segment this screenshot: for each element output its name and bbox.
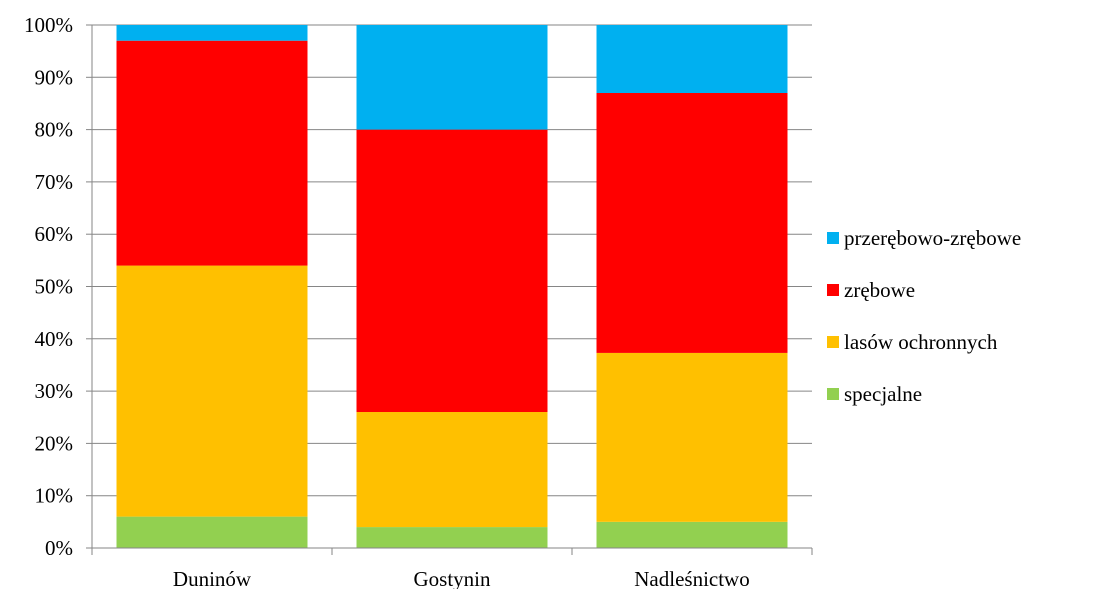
y-tick-label: 20% xyxy=(35,431,74,455)
bar-nadlesnictwo-lasow-ochronnych xyxy=(597,353,788,522)
bar-nadlesnictwo-specjalne xyxy=(597,522,788,548)
bar-gostynin-przerebowo-zrebowe xyxy=(357,25,548,130)
y-tick-label: 10% xyxy=(35,484,74,508)
y-tick-label: 0% xyxy=(45,536,73,560)
bar-gostynin-specjalne xyxy=(357,527,548,548)
x-category-label: Duninów xyxy=(173,567,252,589)
legend-swatch-specjalne xyxy=(827,388,839,400)
legend-label-specjalne: specjalne xyxy=(844,382,922,406)
x-category-label: Gostynin xyxy=(413,567,491,589)
bar-nadlesnictwo-zrebowe xyxy=(597,93,788,353)
y-tick-label: 90% xyxy=(35,65,74,89)
x-axis-category-labels: Duninów Gostynin Nadleśnictwo xyxy=(173,567,750,589)
bar-nadlesnictwo-przerebowo-zrebowe xyxy=(597,25,788,93)
y-axis-tick-labels: 0% 10% 20% 30% 40% 50% 60% 70% 80% 90% 100% xyxy=(24,13,73,560)
legend-label-przerebowo-zrebowe: przerębowo-zrębowe xyxy=(844,226,1021,250)
legend-swatch-przerebowo-zrebowe xyxy=(827,232,839,244)
legend-swatch-zrebowe xyxy=(827,284,839,296)
legend: przerębowo-zrębowe zrębowe lasów ochronnyc… xyxy=(827,226,1021,406)
y-tick-label: 60% xyxy=(35,222,74,246)
bar-duninow-zrebowe xyxy=(117,41,308,266)
y-tick-label: 80% xyxy=(35,118,74,142)
legend-label-zrebowe: zrębowe xyxy=(844,278,915,302)
legend-swatch-lasow-ochronnych xyxy=(827,336,839,348)
bars xyxy=(117,25,788,548)
legend-label-lasow-ochronnych: lasów ochronnych xyxy=(844,330,998,354)
y-tick-label: 40% xyxy=(35,327,74,351)
bar-duninow-przerebowo-zrebowe xyxy=(117,25,308,41)
bar-gostynin-zrebowe xyxy=(357,130,548,412)
y-tick-label: 50% xyxy=(35,275,74,299)
y-tick-label: 30% xyxy=(35,379,74,403)
y-tick-label: 100% xyxy=(24,13,73,37)
y-tick-label: 70% xyxy=(35,170,74,194)
bar-duninow-lasow-ochronnych xyxy=(117,266,308,517)
x-category-label: Nadleśnictwo xyxy=(634,567,749,589)
bar-duninow-specjalne xyxy=(117,517,308,548)
bar-gostynin-lasow-ochronnych xyxy=(357,412,548,527)
